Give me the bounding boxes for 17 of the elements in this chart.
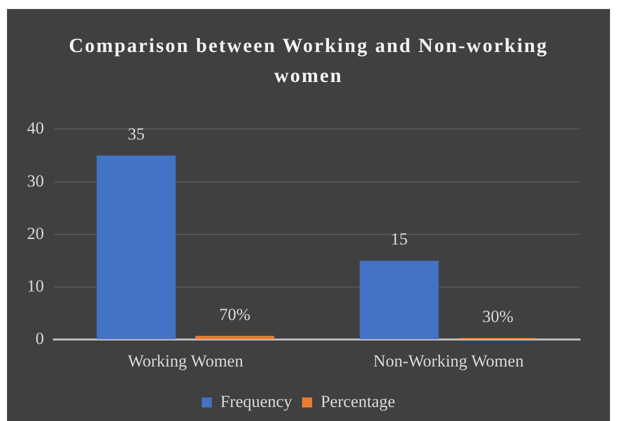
x-tick-label: Working Women <box>128 351 244 370</box>
y-tick-label: 0 <box>36 329 44 348</box>
y-tick-label: 40 <box>27 118 44 138</box>
bar <box>360 260 439 340</box>
y-tick-label: 10 <box>27 276 44 296</box>
bar <box>195 336 274 340</box>
legend-label: Frequency <box>220 392 293 411</box>
data-label: 30% <box>482 306 514 326</box>
y-tick-label: 30 <box>27 171 44 190</box>
x-tick-label: Non-Working Women <box>373 351 524 370</box>
data-label: 70% <box>219 304 250 324</box>
data-label: 35 <box>128 124 145 144</box>
y-tick-label: 20 <box>27 224 44 243</box>
legend-label: Percentage <box>320 392 396 411</box>
data-label: 15 <box>390 230 408 249</box>
bar <box>96 156 176 340</box>
chart-title: Comparison between Working and Non-working women <box>68 34 550 89</box>
